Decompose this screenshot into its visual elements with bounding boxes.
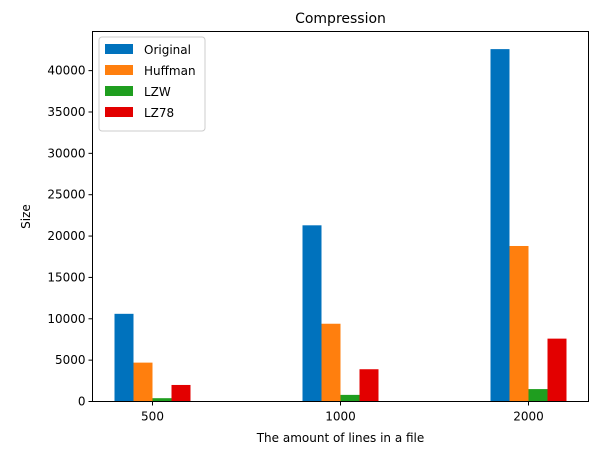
legend-label-lzw: LZW [144, 85, 171, 99]
bar-huffman-2000 [509, 245, 529, 402]
bar-huffman-1000 [321, 323, 341, 402]
x-axis-label: The amount of lines in a file [256, 431, 425, 445]
legend-label-huffman: Huffman [144, 64, 196, 78]
bar-huffman-500 [133, 362, 153, 402]
y-tick-label: 40000 [47, 64, 85, 78]
plot-frame [92, 31, 589, 402]
y-tick-label: 30000 [47, 146, 85, 160]
legend-label-original: Original [144, 43, 191, 57]
bar-lzw-1000 [340, 394, 360, 402]
bar-original-2000 [490, 49, 510, 402]
y-tick-label: 25000 [47, 188, 85, 202]
x-tick-label: 2000 [513, 410, 544, 424]
bar-original-1000 [302, 225, 322, 402]
legend: Original Huffman LZW LZ78 [98, 36, 206, 132]
bars-group [114, 49, 567, 402]
y-tick-label: 10000 [47, 312, 85, 326]
x-tick-label: 1000 [325, 410, 356, 424]
x-axis: 500 1000 2000 [141, 401, 544, 424]
bar-lz78-500 [171, 384, 191, 402]
y-tick-label: 15000 [47, 270, 85, 284]
y-tick-label: 5000 [55, 353, 86, 367]
bar-lz78-2000 [547, 338, 567, 402]
bar-lzw-500 [152, 398, 172, 402]
legend-label-lz78: LZ78 [144, 106, 174, 120]
bar-original-500 [114, 313, 134, 402]
bar-lz78-1000 [359, 369, 379, 402]
y-tick-label: 0 [78, 395, 86, 409]
chart-title: Compression [295, 11, 386, 27]
bar-lzw-2000 [528, 389, 548, 402]
y-tick-label: 35000 [47, 105, 85, 119]
y-tick-label: 20000 [47, 229, 85, 243]
y-axis-label: Size [19, 204, 33, 229]
legend-swatch-lzw [105, 86, 133, 96]
legend-swatch-huffman [105, 65, 133, 75]
x-tick-label: 500 [141, 410, 164, 424]
y-axis: 0 5000 10000 15000 20000 25000 30000 35000 40000 [47, 64, 93, 409]
legend-swatch-lz78 [105, 107, 133, 117]
legend-swatch-original [105, 44, 133, 54]
